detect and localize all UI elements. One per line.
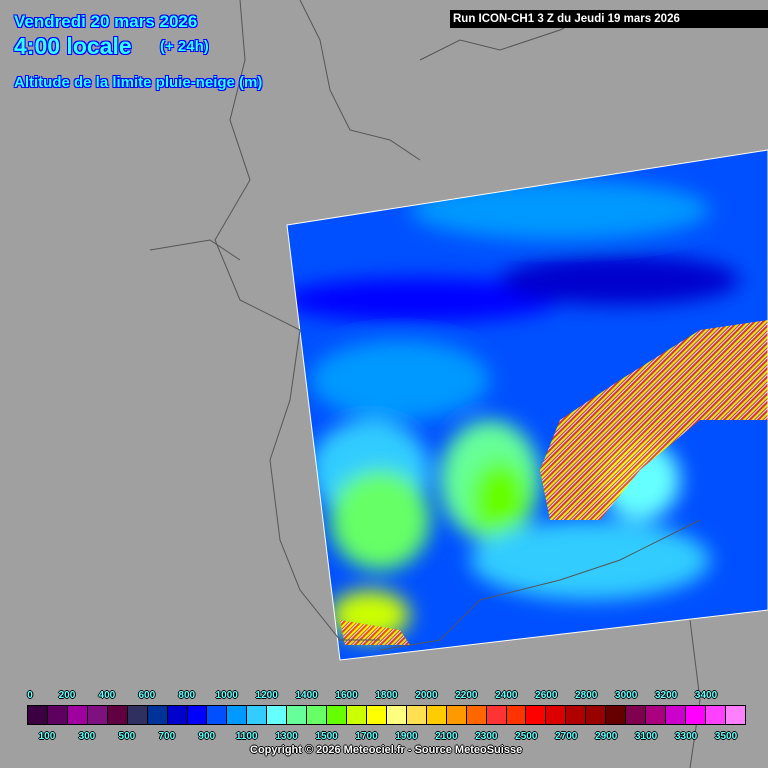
legend-swatch bbox=[586, 706, 607, 724]
legend-tick-label: 3000 bbox=[615, 690, 638, 701]
legend-tick-label: 1600 bbox=[335, 690, 358, 701]
legend-tick-label: 400 bbox=[98, 690, 116, 701]
legend-swatch bbox=[646, 706, 666, 724]
legend-swatch bbox=[526, 706, 547, 724]
legend-swatch bbox=[307, 706, 328, 724]
forecast-local-time: 4:00 locale bbox=[14, 33, 132, 59]
legend-swatch bbox=[347, 706, 367, 724]
legend-tick-label: 2900 bbox=[595, 731, 618, 742]
legend-tick-label: 500 bbox=[118, 731, 136, 742]
legend-tick-label: 2500 bbox=[515, 731, 538, 742]
legend-swatch bbox=[107, 706, 128, 724]
legend-tick-label: 2600 bbox=[535, 690, 558, 701]
coastlines-borders bbox=[149, 0, 701, 768]
model-run-label: Run ICON-CH1 3 Z du Jeudi 19 mars 2026 bbox=[450, 10, 768, 28]
legend-swatch bbox=[287, 706, 308, 724]
legend-tick-label: 900 bbox=[198, 731, 216, 742]
legend-swatch bbox=[406, 706, 427, 724]
legend-swatch bbox=[187, 706, 208, 724]
legend-tick-label: 1400 bbox=[295, 690, 318, 701]
legend-swatch bbox=[705, 706, 726, 724]
legend-tick-label: 800 bbox=[178, 690, 196, 701]
legend-tick-label: 3200 bbox=[654, 690, 678, 701]
legend-tick-label: 1200 bbox=[255, 690, 278, 701]
model-domain bbox=[287, 150, 768, 660]
legend-swatch bbox=[725, 706, 745, 724]
legend-swatch bbox=[386, 706, 407, 724]
legend-swatch bbox=[28, 706, 48, 724]
legend-tick-label: 600 bbox=[138, 690, 156, 701]
legend-swatch bbox=[247, 706, 268, 724]
legend-tick-label: 2700 bbox=[555, 731, 578, 742]
legend-swatch bbox=[87, 706, 108, 724]
legend-swatch bbox=[167, 706, 188, 724]
legend-swatch bbox=[127, 706, 148, 724]
legend-tick-label: 1900 bbox=[395, 731, 418, 742]
legend-swatch bbox=[685, 706, 706, 724]
forecast-lead-time: (+ 24h) bbox=[160, 38, 209, 55]
legend-swatch bbox=[626, 706, 647, 724]
legend-tick-label: 300 bbox=[78, 731, 96, 742]
legend-tick-label: 1000 bbox=[215, 690, 238, 701]
legend-tick-label: 1100 bbox=[235, 731, 258, 742]
legend-swatch bbox=[147, 706, 168, 724]
domain-outline bbox=[286, 149, 768, 661]
legend-swatch bbox=[267, 706, 288, 724]
legend-swatch bbox=[606, 706, 627, 724]
legend-tick-label: 700 bbox=[158, 731, 176, 742]
legend-swatch bbox=[227, 706, 248, 724]
legend-swatch bbox=[426, 706, 447, 724]
legend-tick-label: 2000 bbox=[415, 690, 438, 701]
parameter-title: Altitude de la limite pluie-neige (m) bbox=[14, 74, 263, 91]
legend-tick-label: 3400 bbox=[694, 690, 718, 701]
legend-tick-label: 0 bbox=[27, 690, 33, 701]
legend-swatch bbox=[327, 706, 347, 724]
color-legend bbox=[27, 705, 746, 725]
legend-swatch bbox=[666, 706, 686, 724]
legend-tick-label: 100 bbox=[38, 731, 56, 742]
legend-swatch bbox=[546, 706, 567, 724]
legend-tick-label: 2800 bbox=[575, 690, 598, 701]
legend-tick-label: 1500 bbox=[315, 731, 338, 742]
legend-tick-label: 1800 bbox=[375, 690, 398, 701]
legend-swatch bbox=[566, 706, 587, 724]
legend-tick-label: 200 bbox=[58, 690, 76, 701]
legend-tick-label: 2200 bbox=[455, 690, 478, 701]
legend-swatch bbox=[466, 706, 487, 724]
legend-tick-label: 2300 bbox=[475, 731, 498, 742]
legend-swatch bbox=[446, 706, 467, 724]
legend-tick-label: 3100 bbox=[635, 731, 658, 742]
legend-tick-label: 3500 bbox=[714, 731, 738, 742]
legend-swatch bbox=[47, 706, 68, 724]
legend-swatch bbox=[67, 706, 88, 724]
legend-tick-label: 3300 bbox=[674, 731, 698, 742]
legend-swatch bbox=[506, 706, 527, 724]
legend-swatch bbox=[486, 706, 507, 724]
legend-tick-label: 1700 bbox=[355, 731, 378, 742]
legend-swatch bbox=[207, 706, 228, 724]
legend-tick-label: 1300 bbox=[275, 731, 298, 742]
legend-tick-label: 2400 bbox=[495, 690, 518, 701]
forecast-date: Vendredi 20 mars 2026 bbox=[14, 12, 198, 31]
legend-tick-label: 2100 bbox=[435, 731, 458, 742]
copyright: Copyright © 2026 Meteociel.fr - Source M… bbox=[250, 744, 523, 756]
legend-swatch bbox=[366, 706, 387, 724]
